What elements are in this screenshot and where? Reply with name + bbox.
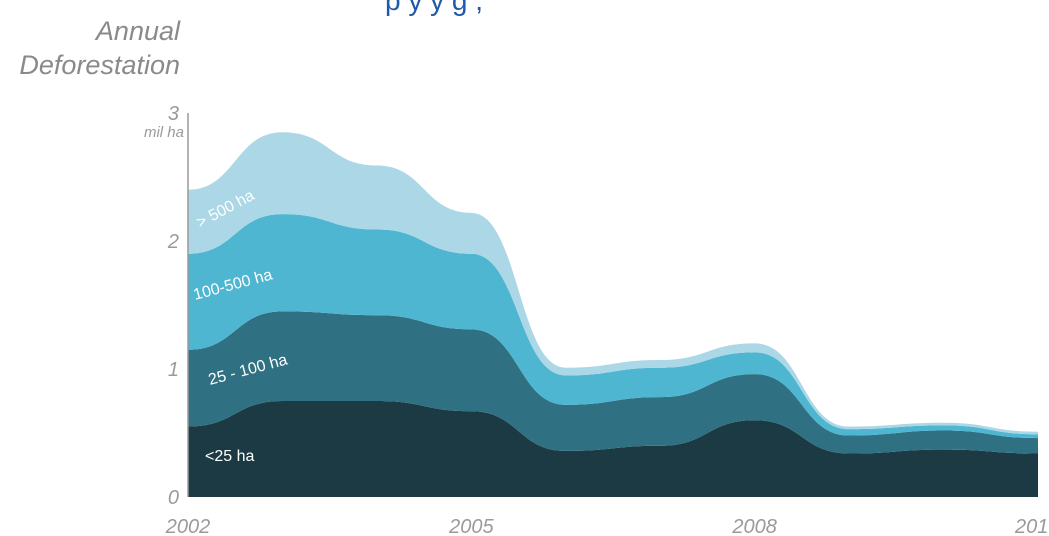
area-series-2 bbox=[188, 214, 1038, 439]
area-layers bbox=[188, 132, 1038, 497]
x-tick-label: 2002 bbox=[165, 516, 211, 536]
area-series-3 bbox=[188, 132, 1038, 435]
y-axis-label-line1: Annual bbox=[94, 16, 181, 46]
y-axis-label-line2: Deforestation bbox=[19, 50, 180, 80]
y-unit-label: mil ha bbox=[144, 124, 184, 141]
y-tick-label: 0 bbox=[168, 487, 179, 509]
layer-label-0: <25 ha bbox=[205, 448, 254, 465]
x-tick-label: 2008 bbox=[731, 516, 777, 536]
y-tick-label: 2 bbox=[167, 231, 179, 253]
x-tick-labels: 2002 2005 2008 201 bbox=[165, 516, 1049, 536]
area-series-1 bbox=[188, 311, 1038, 454]
area-series-0 bbox=[188, 401, 1038, 497]
y-tick-labels: 0 1 2 3 bbox=[167, 103, 179, 509]
y-tick-label: 3 bbox=[168, 103, 179, 125]
y-tick-label: 1 bbox=[168, 359, 179, 381]
x-tick-label: 2005 bbox=[448, 516, 494, 536]
x-tick-label: 201 bbox=[1014, 516, 1048, 536]
chart-title-fragment: p y y g , bbox=[385, 0, 483, 16]
